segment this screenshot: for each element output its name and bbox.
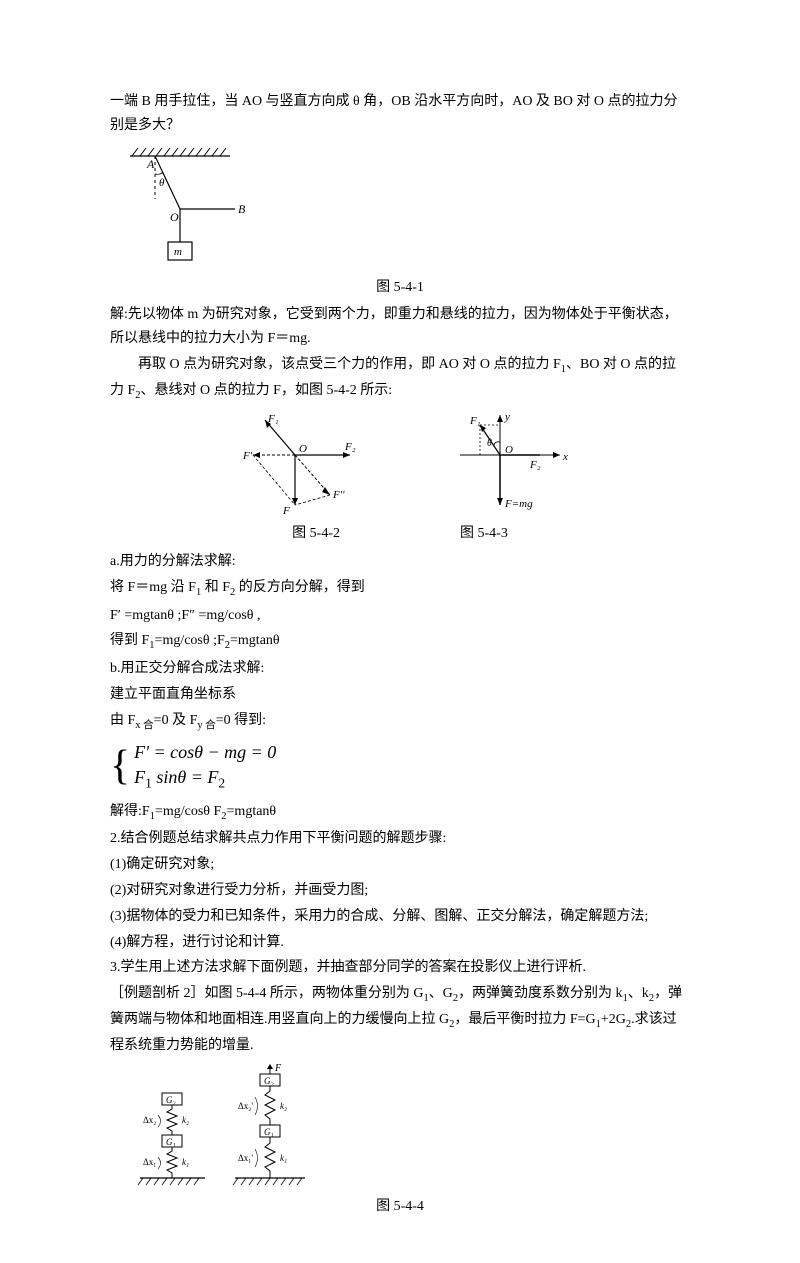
sub: 1 [145,776,152,791]
svg-text:O: O [505,444,513,456]
sub: x 合 [135,719,153,730]
svg-text:m: m [174,246,182,258]
step2-4: (4)解方程，进行讨论和计算. [110,931,690,955]
text: +2G [601,1012,626,1027]
text: =mg/cosθ F [155,804,221,819]
svg-text:Δx₁': Δx₁' [238,1153,253,1163]
svg-text:Δx₂': Δx₂' [238,1101,253,1111]
svg-text:θ: θ [487,438,492,449]
method-a-title: a.用力的分解法求解: [110,550,690,574]
text: =mgtanθ [227,804,277,819]
step3: 3.学生用上述方法求解下面例题，并抽查部分同学的答案在投影仪上进行评析. [110,956,690,980]
figure-5-4-3: y x O F₁ θ F₂ F=mg [445,410,575,520]
svg-text:F': F' [242,450,253,462]
example2: ［例题剖析 2］如图 5-4-4 所示，两物体重分别为 G1、G2，两弹簧劲度系… [110,982,690,1057]
text: 的反方向分解，得到 [235,580,365,595]
text: 将 F＝mg 沿 F [110,580,196,595]
svg-text:F₁: F₁ [469,415,481,427]
sub: 2 [218,776,225,791]
svg-text:B: B [238,202,246,216]
svg-text:F'': F'' [332,489,345,501]
text: =mg/cosθ ;F [155,633,225,648]
method-b-line2: 由 Fx 合=0 及 Fy 合=0 得到: [110,709,690,735]
svg-text:F₂: F₂ [344,441,356,453]
sub: y 合 [197,719,215,730]
text: =0 及 F [154,713,198,728]
figure-5-4-1-label: 图 5-4-1 [110,276,690,300]
svg-text:k₁: k₁ [280,1153,287,1163]
svg-text:G₂: G₂ [264,1076,274,1086]
svg-text:F: F [282,505,290,517]
text: 解得:F [110,804,150,819]
text: 再取 O 点为研究对象，该点受三个力的作用，即 AO 对 O 点的拉力 F [138,357,561,372]
text: ，两弹簧劲度系数分别为 k [458,986,623,1001]
step2-2: (2)对研究对象进行受力分析，并画受力图; [110,879,690,903]
text: 、悬线对 O 点的拉力 F，如图 5-4-2 所示: [141,383,393,398]
text: 得到 F [110,633,149,648]
figure-5-4-4-label: 图 5-4-4 [110,1195,690,1219]
svg-text:F₂: F₂ [529,459,541,471]
figure-5-4-2: F₁ F₂ F' O F F'' [225,410,375,520]
text: ，最后平衡时拉力 F=G [454,1012,595,1027]
svg-text:F: F [274,1063,282,1074]
text: 和 F [201,580,230,595]
method-a-line3: 得到 F1=mg/cosθ ;F2=mgtanθ [110,629,690,655]
method-a-line1: 将 F＝mg 沿 F1 和 F2 的反方向分解，得到 [110,576,690,602]
svg-text:k₂: k₂ [182,1115,189,1125]
step2-1: (1)确定研究对象; [110,853,690,877]
method-b-line1: 建立平面直角坐标系 [110,683,690,707]
method-a-line2: F′ =mgtanθ ;F″ =mg/cosθ , [110,604,690,628]
svg-text:A: A [146,157,155,171]
problem-text: 一端 B 用手拉住，当 AO 与竖直方向成 θ 角，OB 沿水平方向时，AO 及… [110,90,690,138]
text: =0 得到: [216,713,266,728]
method-b-title: b.用正交分解合成法求解: [110,657,690,681]
text: F [134,767,145,787]
text: sinθ = F [152,767,219,787]
svg-text:θ: θ [159,177,165,189]
svg-text:G₁: G₁ [264,1127,274,1137]
step2-3: (3)据物体的受力和已知条件，采用力的合成、分解、图解、正交分解法，确定解题方法… [110,905,690,929]
text: ［例题剖析 2］如图 5-4-4 所示，两物体重分别为 G [110,986,423,1001]
svg-text:O: O [170,210,179,224]
figure-5-4-1: A θ O B m [110,144,690,274]
svg-text:k₂: k₂ [280,1101,287,1111]
svg-text:Δx₁: Δx₁ [143,1157,156,1167]
svg-text:x: x [562,451,568,463]
text: 、k [628,986,649,1001]
equation-system: { F' = cosθ − mg = 0 F1 sinθ = F2 [110,740,690,794]
equation-2: F1 sinθ = F2 [134,765,276,793]
svg-text:y: y [504,411,510,423]
svg-text:O: O [299,443,307,455]
figure-5-4-4: Δx₁ k₁ G₁ Δx₂ k₂ G₂ Δx₁' k₁ G₁ Δx₂' k₂ G… [110,1063,690,1193]
figure-5-4-2-label: 图 5-4-2 [292,522,340,546]
solution-p1: 解:先以物体 m 为研究对象，它受到两个力，即重力和悬线的拉力，因为物体处于平衡… [110,303,690,351]
brace-icon: { [110,748,130,786]
text: 由 F [110,713,135,728]
text: =mgtanθ [230,633,280,648]
figure-5-4-3-label: 图 5-4-3 [460,522,508,546]
equation-1: F' = cosθ − mg = 0 [134,740,276,765]
svg-text:G₁: G₁ [166,1137,176,1147]
result-line: 解得:F1=mg/cosθ F2=mgtanθ [110,800,690,826]
text: 、G [429,986,453,1001]
step2-title: 2.结合例题总结求解共点力作用下平衡问题的解题步骤: [110,827,690,851]
solution-p2: 再取 O 点为研究对象，该点受三个力的作用，即 AO 对 O 点的拉力 F1、B… [110,353,690,404]
svg-text:Δx₂: Δx₂ [143,1115,156,1125]
svg-text:F=mg: F=mg [504,498,533,510]
svg-text:k₁: k₁ [182,1157,189,1167]
svg-text:G₂: G₂ [166,1095,176,1105]
